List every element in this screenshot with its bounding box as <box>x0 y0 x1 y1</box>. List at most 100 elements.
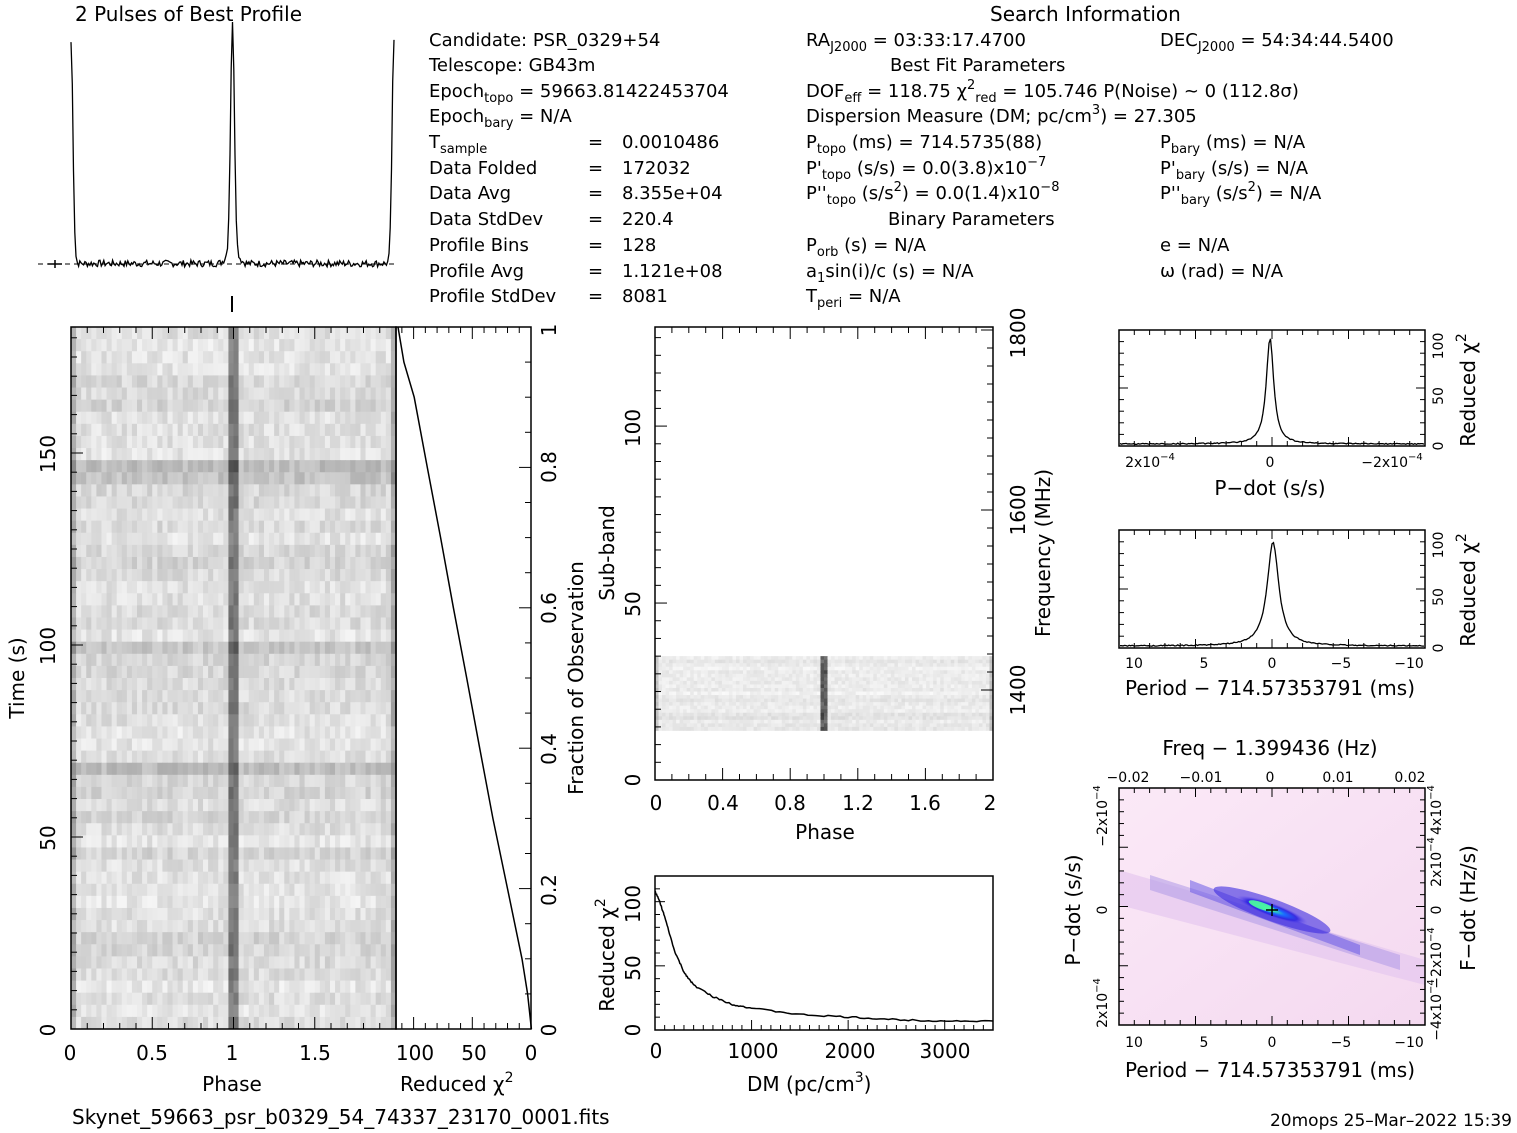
chi2-fraction-line <box>397 326 533 1030</box>
cf-xlabel: Reduced χ2 <box>400 1070 514 1096</box>
p-pdot-heatmap <box>1119 788 1425 1025</box>
p-pdot-plot: Freq − 1.399436 (Hz) −0.02 −0.01 0 0.01 … <box>1061 736 1480 1082</box>
dm-frame <box>654 875 994 1031</box>
info-panel: Candidate: PSR_0329+54 Telescope: GB43m Ep… <box>428 30 1394 311</box>
pp-y2tick-3: −2x10−4 <box>1426 927 1445 989</box>
pp-xtick-4: −10 <box>1394 1035 1424 1051</box>
pp-ytick-0: −2x10−4 <box>1092 785 1111 847</box>
profile-title: 2 Pulses of Best Profile <box>75 2 302 26</box>
pd-xtick-1: 0 <box>1266 455 1275 471</box>
info-val-7: 220.4 <box>622 209 674 230</box>
pr-xtick-0: 10 <box>1125 656 1143 672</box>
tperi-line: Tperi = N/A <box>805 286 901 311</box>
dm-xtick-1: 1000 <box>728 1039 779 1063</box>
cf-xtick-1: 50 <box>461 1041 486 1065</box>
chi2-fraction-frame <box>395 326 532 1030</box>
pddbary-line: P''bary (s/s2) = N/A <box>1160 180 1322 208</box>
ecc-line: e = N/A <box>1160 235 1230 256</box>
pp-y2tick-1: 2x10−4 <box>1426 837 1445 887</box>
dof-line: DOFeff = 118.75 χ2red = 105.746 P(Noise)… <box>806 78 1299 106</box>
pp-ylabel: P−dot (s/s) <box>1061 854 1085 965</box>
p-pdot-ticks <box>1118 787 1426 1026</box>
pp-x2tick-1: −0.01 <box>1180 770 1223 786</box>
pd-ylabel: Reduced χ2 <box>1454 333 1480 447</box>
sb-y2tick-2: 1800 <box>1006 308 1030 359</box>
info-eq-10: = <box>588 286 603 307</box>
sb-xlabel: Phase <box>795 820 855 844</box>
binary-header: Binary Parameters <box>888 209 1055 230</box>
sb-xtick-2: 0.8 <box>774 791 806 815</box>
dm-xtick-3: 3000 <box>920 1039 971 1063</box>
p-pdot-best-marker <box>1266 904 1278 916</box>
tp-xtick-1: 0.5 <box>136 1041 168 1065</box>
tp-xtick-0: 0 <box>64 1041 77 1065</box>
pp-x2label: Freq − 1.399436 (Hz) <box>1162 736 1377 760</box>
pdot-ticks <box>1118 329 1426 447</box>
cf-ytick-0: 0 <box>537 1024 561 1037</box>
dm-xlabel: DM (pc/cm3) <box>747 1070 871 1096</box>
info-val-4: 0.0010486 <box>622 132 719 153</box>
cf-ytick-5: 1 <box>537 324 561 337</box>
tp-ytick-2: 100 <box>36 627 60 665</box>
info-row-7: Data StdDev <box>429 209 544 230</box>
pr-ylabel: Reduced χ2 <box>1454 533 1480 647</box>
chi2-fraction-plot: 100 50 0 Reduced χ2 0 0.2 0.4 0.6 0.8 1 … <box>395 324 588 1096</box>
omega-line: ω (rad) = N/A <box>1160 261 1284 282</box>
sb-xtick-0: 0 <box>650 791 663 815</box>
profile-line <box>70 21 395 269</box>
filename-label: Skynet_59663_psr_b0329_54_74337_23170_00… <box>72 1105 610 1129</box>
chi2-fraction-ticks <box>401 326 532 1030</box>
tp-ytick-3: 150 <box>36 435 60 473</box>
info-eq-9: = <box>588 261 603 282</box>
info-row-8: Profile Bins <box>429 235 529 256</box>
info-row-9: Profile Avg <box>429 261 524 282</box>
info-eq-7: = <box>588 209 603 230</box>
pp-x2tick-4: 0.02 <box>1394 770 1425 786</box>
pd-xtick-0: 2x10−4 <box>1125 452 1175 471</box>
dm-xtick-2: 2000 <box>825 1039 876 1063</box>
dm-ylabel: Reduced χ2 <box>593 898 619 1012</box>
pr-xtick-1: 5 <box>1200 656 1209 672</box>
sb-y2tick-0: 1400 <box>1006 665 1030 716</box>
dm-ticks <box>654 875 994 1031</box>
dm-curve-line <box>654 890 994 1023</box>
pr-xtick-2: 0 <box>1268 656 1277 672</box>
tp-xtick-2: 1 <box>226 1041 239 1065</box>
pd-ytick-1: 50 <box>1431 387 1447 405</box>
pp-x2tick-2: 0 <box>1266 770 1275 786</box>
cf-ytick-3: 0.6 <box>537 592 561 624</box>
cf-ytick-1: 0.2 <box>537 874 561 906</box>
tp-xtick-3: 1.5 <box>299 1041 331 1065</box>
period-plot: 10 5 0 −5 −10 Period − 714.57353791 (ms)… <box>1118 529 1480 700</box>
sb-y2tick-1: 1600 <box>1006 485 1030 536</box>
pd-xtick-2: −2x10−4 <box>1361 452 1423 471</box>
info-row-4: Tsample <box>428 132 487 157</box>
pdbary-line: P'bary (s/s) = N/A <box>1160 158 1309 183</box>
sb-xtick-3: 1.2 <box>842 791 874 815</box>
info-val-9: 1.121e+08 <box>622 261 723 282</box>
cf-ytick-2: 0.4 <box>537 733 561 765</box>
cf-ylabel: Fraction of Observation <box>564 561 588 795</box>
info-row-5: Data Folded <box>429 158 537 179</box>
info-row-1: Telescope: GB43m <box>428 55 595 76</box>
pdtopo-line: P'topo (s/s) = 0.0(3.8)x10−7 <box>806 155 1046 183</box>
pdot-frame <box>1118 329 1426 447</box>
profile-plot <box>38 21 398 312</box>
pr-ytick-2: 100 <box>1431 532 1447 559</box>
tp-ytick-0: 0 <box>36 1024 60 1037</box>
dm-line: Dispersion Measure (DM; pc/cm3) = 27.305 <box>806 103 1197 127</box>
dm-ytick-2: 100 <box>621 885 645 923</box>
pp-ytick-2: 2x10−4 <box>1092 978 1111 1028</box>
porb-line: Porb (s) = N/A <box>806 235 927 260</box>
subband-ticks <box>654 327 994 781</box>
sb-xtick-5: 2 <box>984 791 997 815</box>
pdot-plot: 2x10−4 0 −2x10−4 P−dot (s/s) 0 50 100 Re… <box>1118 329 1480 500</box>
period-ticks <box>1118 529 1426 649</box>
pbary-line: Pbary (ms) = N/A <box>1160 132 1306 157</box>
profile-error-bar <box>48 260 62 268</box>
info-val-6: 8.355e+04 <box>622 183 723 204</box>
pp-xtick-3: −5 <box>1331 1035 1352 1051</box>
a1-line: a1sin(i)/c (s) = N/A <box>806 261 974 286</box>
info-row-2: Epochtopo = 59663.81422453704 <box>429 81 729 106</box>
